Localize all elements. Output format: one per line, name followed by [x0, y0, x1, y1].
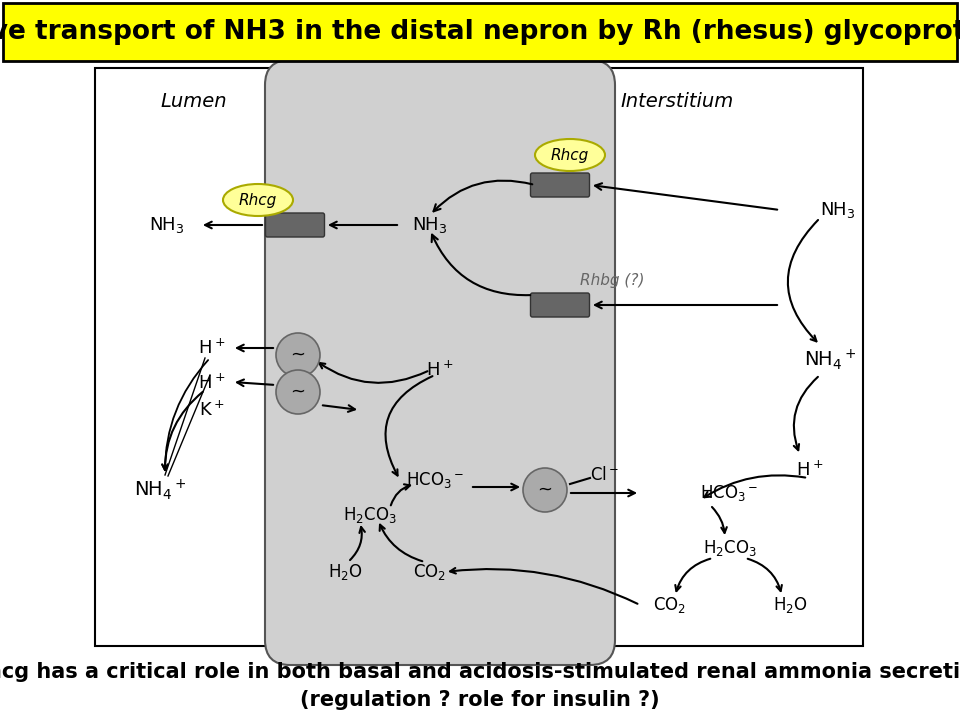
- Text: ~: ~: [291, 346, 305, 364]
- Text: K$^+$: K$^+$: [200, 400, 225, 420]
- Text: Active transport of NH3 in the distal nepron by Rh (rhesus) glycoproteins: Active transport of NH3 in the distal ne…: [0, 19, 960, 45]
- Text: Rhcg: Rhcg: [239, 193, 277, 207]
- Text: HCO$_3$$^-$: HCO$_3$$^-$: [406, 470, 464, 490]
- Text: H$^+$: H$^+$: [198, 339, 225, 357]
- Circle shape: [523, 468, 567, 512]
- FancyBboxPatch shape: [265, 60, 615, 665]
- Text: Rhbg (?): Rhbg (?): [580, 273, 644, 288]
- FancyBboxPatch shape: [531, 173, 589, 197]
- Text: Lumen: Lumen: [160, 92, 227, 111]
- Text: NH$_4$$^+$: NH$_4$$^+$: [133, 478, 186, 502]
- Text: H$_2$CO$_3$: H$_2$CO$_3$: [343, 505, 397, 525]
- Text: Cl$^-$: Cl$^-$: [590, 466, 619, 484]
- Ellipse shape: [223, 184, 293, 216]
- Text: H$_2$O: H$_2$O: [773, 595, 807, 615]
- Text: HCO$_3$$^-$: HCO$_3$$^-$: [700, 483, 758, 503]
- Text: H$_2$O: H$_2$O: [327, 562, 362, 582]
- Text: NH$_3$: NH$_3$: [150, 215, 185, 235]
- Text: H$^+$: H$^+$: [796, 460, 824, 480]
- FancyBboxPatch shape: [266, 213, 324, 237]
- FancyBboxPatch shape: [95, 68, 863, 646]
- Text: (regulation ? role for insulin ?): (regulation ? role for insulin ?): [300, 690, 660, 710]
- Text: NH$_3$: NH$_3$: [412, 215, 447, 235]
- Text: H$_2$CO$_3$: H$_2$CO$_3$: [703, 538, 757, 558]
- Text: H$^+$: H$^+$: [198, 373, 225, 393]
- Text: CO$_2$: CO$_2$: [414, 562, 446, 582]
- Text: Rhcg has a critical role in both basal and acidosis-stimulated renal ammonia sec: Rhcg has a critical role in both basal a…: [0, 662, 960, 682]
- FancyBboxPatch shape: [531, 293, 589, 317]
- Ellipse shape: [535, 139, 605, 171]
- Text: CO$_2$: CO$_2$: [654, 595, 686, 615]
- Text: Rhcg: Rhcg: [551, 147, 589, 162]
- FancyBboxPatch shape: [3, 3, 957, 61]
- Text: ~: ~: [538, 481, 553, 499]
- Text: Interstitium: Interstitium: [620, 92, 733, 111]
- Circle shape: [276, 333, 320, 377]
- Text: H$^+$: H$^+$: [426, 360, 454, 380]
- Text: NH$_3$: NH$_3$: [820, 200, 855, 220]
- Text: NH$_4$$^+$: NH$_4$$^+$: [804, 348, 856, 373]
- Circle shape: [276, 370, 320, 414]
- Text: ~: ~: [291, 383, 305, 401]
